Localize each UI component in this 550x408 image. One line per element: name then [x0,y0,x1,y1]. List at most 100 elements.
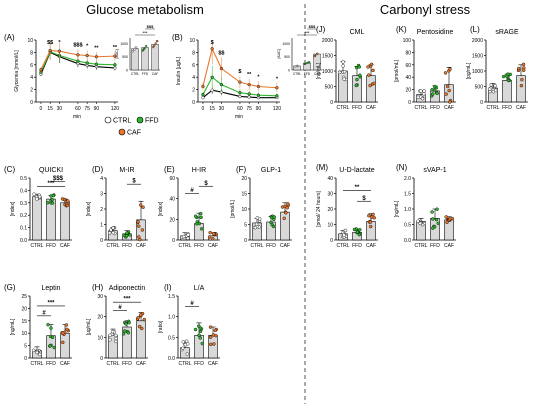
chart-N-ylabel: [ng/mL] [394,200,400,217]
panel-label-g: (G) [4,283,16,292]
chart-H-point-ctrl [114,336,118,341]
chart-K-point-caf [448,67,452,71]
chart-B-inset-point-caf [313,55,316,58]
panel-label-b: (B) [172,33,183,42]
chart-J-ytick-label: 2000 [322,38,333,44]
chart-A-xtick-label: 0 [40,106,43,112]
chart-M-point-ffd [355,230,360,234]
chart-C-ytick-label: 0.0 [20,238,27,244]
chart-B-xtick-label: 90 [256,106,262,112]
chart-F-ytick-label: 0 [244,238,247,244]
chart-B-xtick-label: 120 [273,106,282,112]
panel-label-a: (A) [4,33,15,42]
chart-B-sig-label: $ [211,40,214,46]
chart-A-point-caf [113,54,117,58]
chart-J-point-ctrl [342,77,346,81]
chart-G-point-ffd [49,326,53,330]
chart-B-inset-sig-label: $$$ [309,24,316,29]
chart-B-ytick-label: 0 [192,100,195,106]
chart-C-ytick-label: 0.3 [20,201,27,207]
chart-B-inset-xtick-label: FFD [304,72,311,76]
chart-H-ytick-label: 30 [97,294,103,300]
chart-L-ytick-label: 2000 [472,38,483,44]
chart-B-point-caf [238,80,242,84]
chart-E-point-ffd [193,214,198,218]
chart-C-sig-label: $$$ [53,176,64,182]
chart-L-point-caf [520,77,524,82]
chart-K-xtick-label: CAF [444,105,454,111]
chart-I-ytick-label: 1.0 [168,315,175,321]
chart-C-ytick-label: 0.5 [20,176,27,182]
chart-A-inset-ytick-label: 500 [122,55,128,59]
chart-J-point-caf [371,68,375,73]
chart-G-point-caf [65,327,69,332]
chart-K-point-caf [443,71,448,75]
chart-D-title: M-IR [119,167,134,174]
chart-A-point-caf [76,53,80,57]
chart-G-ytick-label: 25 [21,294,27,300]
chart-L-ytick-label: 500 [475,85,484,91]
chart-I-point-caf [208,335,213,339]
chart-G-xtick-label: CTRL [30,361,43,367]
chart-J-point-ffd [354,83,358,88]
panel-label-l: (L) [470,25,480,34]
panel-label-m: (M) [316,163,328,172]
chart-E-point-ffd [195,222,199,226]
chart-K-title: Pentosidine [417,29,454,36]
chart-B-inset-ylabel: [AUC] [277,49,281,58]
chart-N-ytick-label: 2.0 [404,176,411,182]
section-title-glucose: Glucose metabolism [86,2,204,17]
chart-J-point-ctrl [337,70,342,75]
chart-D-xtick-label: CAF [136,243,146,249]
chart-L-point-caf [519,83,524,88]
chart-L-ylabel: [pg/mL] [466,62,472,79]
chart-H-point-ctrl [110,329,115,334]
chart-A-xtick-label: 75 [84,106,90,112]
chart-E-point-caf [207,235,212,239]
chart-M-ytick-label: 10 [327,223,333,229]
chart-B-inset-point-ctrl [295,64,298,68]
chart-L-point-ctrl [493,83,497,88]
chart-B-ytick-label: 6 [192,63,195,69]
chart-A-xtick-label: 15 [47,106,53,112]
chart-I-point-ctrl [185,352,190,356]
chart-I-point-ctrl [183,343,188,347]
chart-B-inset-point-ffd [305,62,308,65]
chart-H-point-caf [136,315,140,320]
chart-B-point-ctrl [210,88,214,92]
chart-A-inset-ylabel: [AUC] [115,49,119,58]
chart-D-ytick-label: 3 [100,192,103,198]
chart-B-sig-label: $$ [218,50,224,56]
legend-label-ctrl: CTRL [113,118,131,125]
chart-F-xtick-label: FFD [266,243,276,249]
chart-B-point-caf [256,84,261,89]
chart-I-point-ctrl [181,346,185,350]
chart-D-xtick-label: CTRL [106,243,119,249]
chart-G-ytick-label: 0 [24,356,27,362]
chart-M-ytick-label: 40 [327,176,333,182]
chart-K-ytick-label: 40 [405,75,411,81]
chart-I-point-ctrl [181,340,185,344]
panel-label-k: (K) [396,25,407,34]
chart-D-point-ctrl [109,228,113,232]
chart-F-point-ctrl [255,216,260,220]
chart-A-xtick-label: 90 [94,106,100,112]
chart-I-sig-label: # [190,301,194,307]
chart-L-point-ffd [506,72,510,76]
chart-H-sig-label: *** [123,297,131,303]
chart-B-xtick-label: 15 [209,106,215,112]
chart-B-inset-ytick-label: 1000 [282,42,290,46]
chart-J-point-ctrl [341,60,345,64]
chart-B-inset-sig-label: *** [305,30,310,35]
panel-label-c: (C) [4,165,15,174]
chart-A-sig-label: ** [94,45,99,51]
chart-L-point-ctrl [489,83,493,87]
chart-H-point-ctrl [108,333,112,337]
chart-I-point-ffd [193,327,198,332]
chart-J-ytick-label: 1000 [322,69,333,75]
chart-D-point-caf [141,205,145,209]
chart-B-point-ffd [219,83,224,87]
chart-L-bar-ffd [502,80,512,103]
chart-C-xtick-label: FFD [46,243,56,249]
chart-D-sig-label: $ [132,179,136,185]
